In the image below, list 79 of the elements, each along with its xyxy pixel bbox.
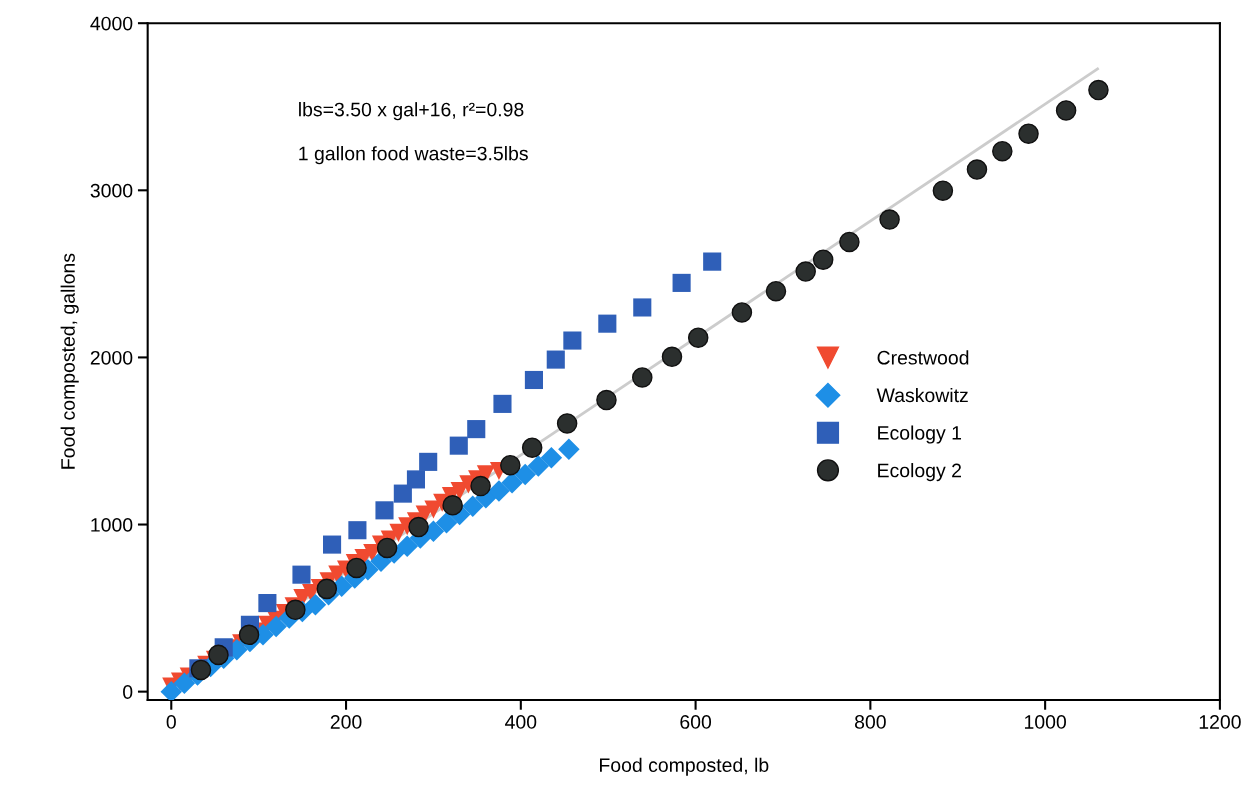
y-tick-label: 2000 — [90, 350, 133, 365]
annotation: lbs=3.50 x gal+16, r²=0.98 — [299, 102, 524, 121]
y-tick-label: 0 — [123, 685, 133, 699]
legend-label: Ecology 1 — [878, 425, 962, 444]
point — [1055, 100, 1077, 121]
point — [467, 420, 486, 439]
point — [435, 512, 458, 534]
point — [470, 475, 491, 497]
point — [265, 615, 287, 638]
point — [323, 535, 342, 554]
point — [258, 594, 277, 613]
annotation: 1 gallon food waste=3.5lbs — [299, 146, 528, 165]
point — [524, 370, 543, 390]
y-axis-title: Food composted, gallons — [60, 253, 79, 469]
point — [501, 472, 523, 494]
point — [596, 389, 617, 411]
point — [376, 537, 398, 559]
x-tick-label: 400 — [505, 715, 537, 729]
x-tick-label: 1200 — [1199, 715, 1241, 729]
point — [393, 484, 412, 503]
point — [488, 480, 510, 502]
point — [703, 252, 722, 271]
point — [1018, 123, 1039, 144]
point — [238, 624, 260, 646]
point — [966, 159, 988, 180]
x-tick-label: 0 — [166, 715, 176, 729]
point — [348, 521, 367, 540]
point — [932, 180, 954, 201]
point — [190, 659, 212, 681]
point — [687, 327, 709, 348]
point — [540, 446, 563, 469]
point — [527, 455, 550, 477]
point — [375, 501, 394, 520]
legend-label: Waskowitz — [876, 387, 968, 403]
legend-label: Ecology 2 — [878, 463, 961, 482]
y-tick-label: 1000 — [91, 518, 133, 532]
x-tick-label: 1000 — [1024, 715, 1066, 729]
point — [558, 438, 580, 461]
point — [546, 350, 565, 369]
point — [208, 644, 229, 666]
point — [304, 593, 327, 616]
point — [633, 298, 652, 317]
point — [731, 302, 753, 323]
point — [316, 578, 338, 600]
point — [396, 535, 418, 558]
point — [1088, 79, 1109, 101]
point — [556, 413, 578, 434]
x-axis-title: Food composted, lb — [600, 757, 769, 776]
point — [346, 557, 367, 579]
point — [285, 599, 306, 621]
point — [292, 565, 311, 584]
point — [500, 454, 521, 476]
point — [406, 470, 426, 489]
point — [449, 436, 468, 455]
point — [462, 495, 484, 517]
point — [514, 463, 536, 486]
y-tick-label: 4000 — [90, 16, 133, 31]
x-tick-label: 200 — [330, 715, 362, 729]
point — [521, 437, 543, 458]
point — [661, 346, 683, 368]
point — [632, 367, 653, 388]
point — [598, 314, 617, 333]
point — [839, 231, 860, 253]
point — [795, 261, 816, 282]
point — [879, 209, 900, 230]
legend-label: Crestwood — [877, 350, 969, 365]
point — [419, 452, 438, 471]
point — [812, 249, 834, 270]
point — [992, 140, 1013, 162]
point — [173, 672, 196, 695]
point — [563, 331, 582, 350]
x-tick-label: 600 — [680, 715, 712, 729]
point — [672, 273, 691, 292]
point — [442, 495, 463, 516]
point — [765, 280, 787, 302]
point — [493, 394, 512, 413]
y-tick-label: 3000 — [90, 183, 133, 198]
x-tick-label: 800 — [854, 715, 886, 729]
point — [408, 516, 429, 538]
